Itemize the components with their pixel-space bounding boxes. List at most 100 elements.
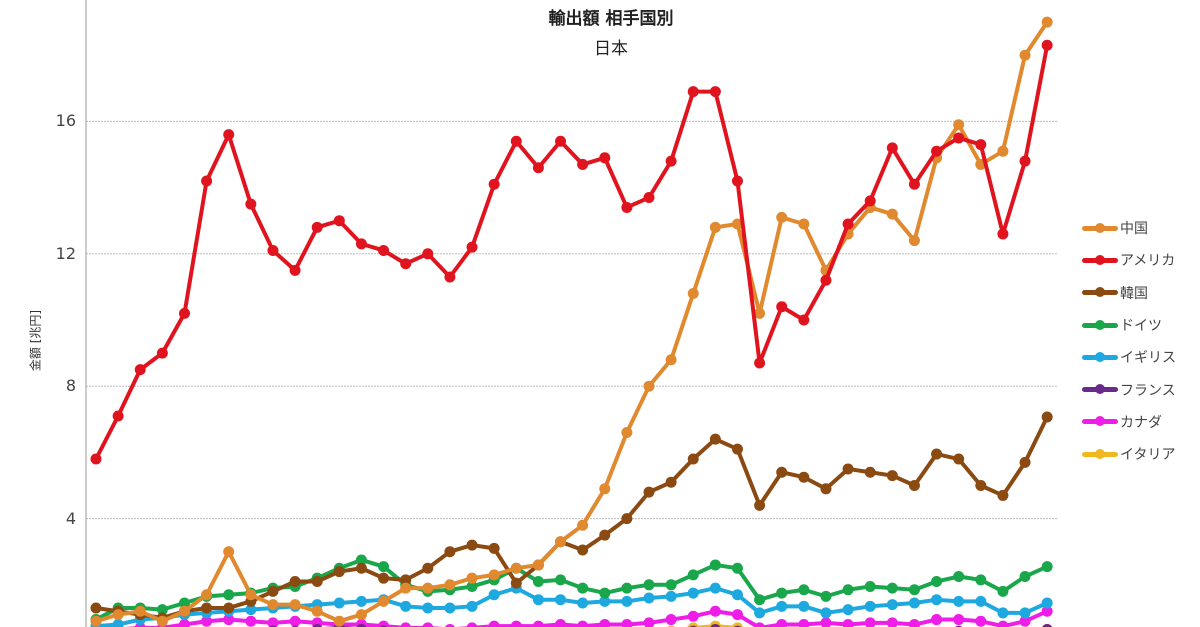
data-point	[731, 218, 743, 230]
data-point	[112, 619, 124, 627]
legend-swatch	[1082, 287, 1118, 298]
data-point	[975, 480, 987, 491]
data-point	[444, 271, 456, 283]
legend-swatch	[1082, 319, 1118, 330]
data-point	[333, 566, 345, 578]
legend-swatch	[1082, 222, 1118, 233]
data-point	[621, 513, 633, 525]
data-point	[555, 594, 567, 606]
data-point	[599, 529, 611, 541]
data-point	[1041, 16, 1053, 28]
data-point	[820, 483, 832, 495]
legend-label: ドイツ	[1120, 318, 1162, 335]
data-point	[555, 536, 567, 548]
data-point	[687, 288, 699, 300]
data-point	[156, 347, 168, 359]
data-point	[577, 620, 589, 627]
data-point	[776, 619, 788, 627]
data-point	[532, 575, 544, 587]
data-point	[90, 615, 102, 627]
data-point	[886, 470, 898, 482]
data-point	[422, 562, 434, 574]
data-point	[754, 594, 766, 606]
data-point	[997, 145, 1009, 157]
data-point	[931, 614, 943, 626]
data-point	[1041, 411, 1053, 423]
data-point	[400, 600, 412, 612]
data-point	[156, 604, 168, 616]
data-point	[400, 622, 412, 627]
legend-label: フランス	[1120, 382, 1176, 399]
legend-label: アメリカ	[1120, 253, 1176, 270]
data-point	[223, 614, 235, 626]
data-point	[820, 617, 832, 627]
data-point	[1019, 49, 1031, 61]
legend-swatch	[1082, 448, 1118, 459]
data-point	[577, 519, 589, 531]
data-point	[665, 155, 677, 167]
data-point	[289, 599, 301, 611]
data-point	[378, 595, 390, 607]
data-point	[289, 264, 301, 276]
data-point	[378, 244, 390, 256]
legend-label: カナダ	[1120, 414, 1162, 431]
data-point	[731, 589, 743, 601]
data-point	[333, 215, 345, 227]
data-point	[975, 595, 987, 607]
data-point	[599, 595, 611, 607]
legend-swatch	[1082, 416, 1118, 427]
data-point	[422, 622, 434, 627]
data-point	[599, 152, 611, 164]
data-point	[975, 139, 987, 151]
data-point	[798, 218, 810, 230]
data-point	[931, 145, 943, 157]
data-point	[355, 238, 367, 250]
data-point	[953, 453, 965, 465]
data-point	[311, 221, 323, 233]
data-point	[201, 602, 213, 614]
data-point	[886, 599, 898, 611]
data-point	[643, 380, 655, 392]
legend-item: カナダ	[1082, 406, 1176, 438]
data-point	[643, 617, 655, 627]
data-point	[488, 569, 500, 581]
data-point	[842, 619, 854, 627]
data-point	[1041, 39, 1053, 51]
data-point	[1041, 597, 1053, 609]
data-point	[267, 244, 279, 256]
y-tick-label: 12	[55, 243, 76, 263]
data-point	[975, 615, 987, 627]
data-point	[532, 594, 544, 606]
data-point	[532, 559, 544, 571]
data-point	[444, 546, 456, 558]
data-point	[709, 86, 721, 98]
data-point	[864, 195, 876, 207]
data-point	[1041, 561, 1053, 573]
data-point	[953, 571, 965, 583]
data-point	[400, 258, 412, 270]
data-point	[555, 619, 567, 627]
legend-swatch	[1082, 384, 1118, 395]
data-point	[488, 620, 500, 627]
data-point	[908, 597, 920, 609]
y-tick-label: 4	[65, 508, 76, 528]
data-point	[599, 587, 611, 599]
data-point	[312, 623, 323, 627]
data-point	[665, 614, 677, 626]
data-point	[842, 218, 854, 230]
data-point	[709, 433, 721, 445]
data-point	[731, 175, 743, 187]
data-point	[731, 609, 743, 621]
data-point	[820, 607, 832, 619]
series-1	[90, 39, 1053, 465]
data-point	[754, 622, 766, 627]
data-point	[577, 544, 589, 556]
data-point	[1019, 155, 1031, 167]
data-point	[665, 354, 677, 366]
data-point	[444, 579, 456, 591]
data-point	[798, 314, 810, 326]
data-point	[864, 466, 876, 478]
data-point	[1019, 456, 1031, 468]
data-point	[112, 609, 124, 621]
y-tick-label: 8	[65, 376, 76, 396]
